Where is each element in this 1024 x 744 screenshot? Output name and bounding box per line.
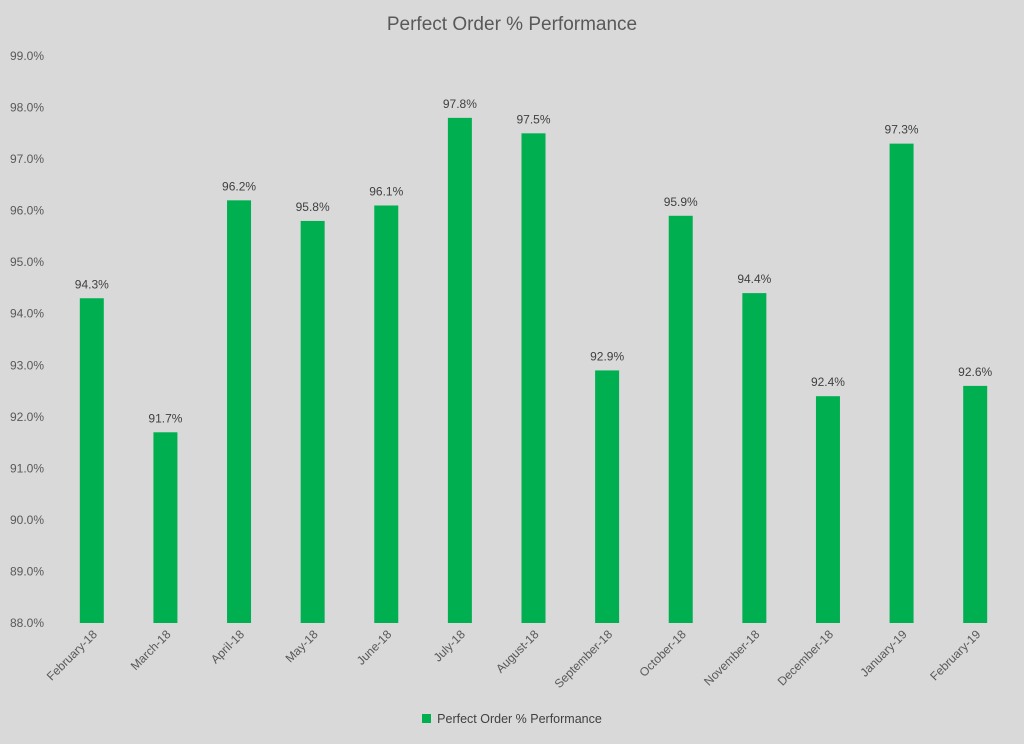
bar [447, 117, 472, 623]
bar [889, 143, 914, 624]
y-tick-label: 94.0% [10, 307, 44, 321]
y-tick-label: 89.0% [10, 564, 44, 578]
y-tick-label: 98.0% [10, 101, 44, 115]
data-label: 94.3% [75, 277, 109, 291]
bar [300, 220, 325, 624]
data-label: 92.9% [590, 349, 624, 363]
x-tick-label: September-18 [552, 627, 616, 691]
y-tick-label: 91.0% [10, 461, 44, 475]
bar [815, 396, 840, 623]
data-label: 94.4% [737, 272, 771, 286]
bar [963, 385, 988, 623]
bar [374, 205, 399, 623]
x-tick-label: March-18 [128, 627, 174, 673]
x-tick-label: July-18 [431, 627, 468, 664]
legend-label: Perfect Order % Performance [437, 712, 602, 726]
legend: Perfect Order % Performance [0, 712, 1024, 726]
y-tick-label: 90.0% [10, 513, 44, 527]
bar [742, 293, 767, 623]
x-tick-label: February-18 [44, 627, 100, 683]
x-tick-label: February-19 [927, 627, 983, 683]
data-label: 95.8% [296, 200, 330, 214]
bar [227, 200, 252, 623]
data-label: 96.2% [222, 179, 256, 193]
x-tick-label: December-18 [775, 627, 837, 689]
data-label: 92.4% [811, 375, 845, 389]
y-tick-label: 99.0% [10, 49, 44, 63]
x-tick-label: October-18 [637, 627, 690, 680]
x-tick-label: May-18 [283, 627, 321, 665]
x-tick-label: November-18 [701, 627, 763, 689]
chart-title: Perfect Order % Performance [386, 14, 638, 35]
legend-swatch [422, 714, 432, 724]
y-tick-label: 88.0% [10, 616, 44, 630]
data-label: 97.5% [516, 112, 550, 126]
data-label: 96.1% [369, 184, 403, 198]
bar [668, 215, 693, 624]
bar [79, 298, 104, 623]
bar [595, 370, 620, 623]
x-tick-label: August-18 [493, 627, 542, 676]
y-tick-label: 97.0% [10, 152, 44, 166]
y-tick-label: 95.0% [10, 255, 44, 269]
y-tick-label: 92.0% [10, 410, 44, 424]
bar [153, 432, 178, 623]
y-tick-label: 96.0% [10, 204, 44, 218]
data-label: 95.9% [664, 195, 698, 209]
data-label: 97.8% [443, 97, 477, 111]
bar [521, 133, 546, 623]
x-tick-label: January-19 [857, 627, 910, 680]
data-label: 91.7% [148, 411, 182, 425]
x-tick-label: April-18 [208, 627, 247, 666]
y-tick-label: 93.0% [10, 358, 44, 372]
data-label: 92.6% [958, 365, 992, 379]
x-tick-label: June-18 [354, 627, 395, 668]
data-label: 97.3% [885, 123, 919, 137]
